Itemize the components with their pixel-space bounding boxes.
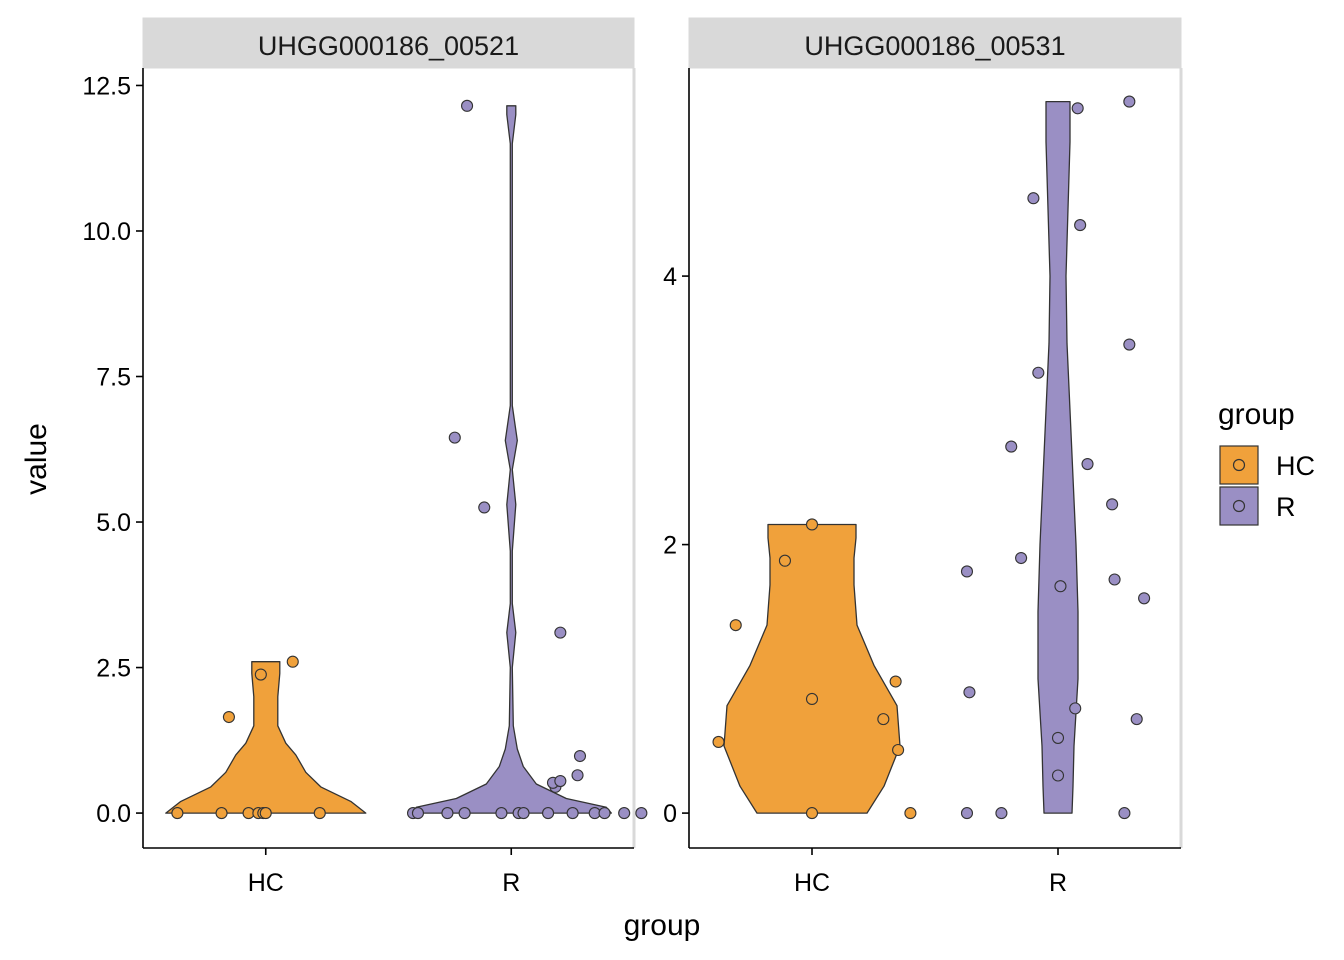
y-tick-label: 5.0: [96, 509, 131, 537]
data-point-hc: [215, 807, 228, 820]
data-point-r: [458, 807, 471, 820]
data-point-r: [618, 807, 631, 820]
legend-item-hc: HC: [1219, 445, 1315, 485]
violin-hc: [165, 661, 367, 814]
data-point-r: [1051, 731, 1065, 744]
x-axis-title: group: [624, 909, 701, 942]
data-point-r: [1027, 192, 1040, 205]
data-point-r: [1015, 551, 1028, 565]
data-point-r: [960, 565, 974, 578]
panel-strip-label: UHGG000186_00521: [258, 31, 519, 61]
data-point-r: [573, 749, 587, 763]
data-point-r: [963, 686, 976, 699]
data-point-r: [554, 775, 567, 788]
data-point-r: [960, 807, 974, 820]
data-point-r: [478, 501, 491, 514]
data-point-r: [1123, 95, 1136, 108]
legend-title: group: [1218, 398, 1295, 431]
data-point-hc: [254, 668, 267, 681]
data-point-r: [571, 769, 584, 782]
x-tick-label: R: [1049, 869, 1067, 897]
legend-label-r: R: [1276, 492, 1296, 522]
legend-point-hc: [1232, 458, 1246, 472]
data-point-r: [1074, 219, 1087, 232]
legend-item-r: R: [1219, 486, 1296, 526]
data-point-r: [1130, 713, 1143, 726]
y-tick-label: 2.5: [96, 655, 131, 683]
data-point-r: [566, 807, 579, 820]
data-point-r: [1108, 573, 1121, 586]
data-point-r: [1123, 338, 1136, 351]
data-point-hc: [778, 554, 791, 567]
data-point-hc: [877, 713, 890, 726]
data-point-r: [1032, 366, 1045, 379]
data-point-r: [1069, 702, 1082, 715]
data-point-r: [1118, 807, 1131, 820]
data-point-r: [598, 807, 611, 820]
panel-1: UHGG000186_00521 0.0 2.5 5.0 7.5 10.0 12.5 HC R: [82, 17, 648, 897]
y-tick-label: 12.5: [82, 72, 131, 100]
legend-point-r: [1232, 499, 1246, 513]
data-point-r: [1138, 592, 1151, 605]
data-point-r: [554, 626, 567, 639]
y-tick-label: 10.0: [82, 218, 131, 246]
y-tick-label: 0.0: [96, 800, 131, 828]
data-point-hc: [892, 743, 905, 757]
data-point-hc: [222, 710, 235, 724]
data-point-hc: [313, 807, 326, 820]
data-point-r: [1005, 440, 1018, 453]
data-point-hc: [286, 655, 299, 668]
violin-r: [1037, 100, 1079, 814]
data-point-hc: [729, 619, 742, 632]
panel-2: UHGG000186_00531 0 2 4 HC R: [663, 17, 1183, 897]
data-point-hc: [805, 807, 819, 820]
data-point-r: [495, 807, 508, 820]
data-point-r: [461, 99, 474, 112]
y-tick-label: 7.5: [96, 364, 131, 392]
panel-strip-label: UHGG000186_00531: [804, 31, 1065, 61]
data-point-r: [1054, 580, 1067, 593]
y-tick-label: 4: [663, 263, 677, 291]
violin-hc: [723, 523, 901, 814]
data-point-r: [517, 807, 530, 820]
data-point-hc: [712, 735, 725, 748]
data-point-r: [1071, 102, 1084, 115]
y-tick-label: 2: [663, 532, 677, 560]
data-point-hc: [904, 807, 917, 820]
data-point-r: [995, 807, 1008, 820]
x-tick-label: HC: [248, 869, 284, 897]
data-point-r: [411, 807, 425, 820]
legend: group HC R: [1218, 398, 1315, 526]
panel-strip: [142, 17, 635, 69]
data-point-r: [1051, 769, 1065, 782]
data-point-r: [448, 431, 461, 444]
data-point-hc: [889, 675, 902, 688]
legend-key-hc: [1219, 445, 1259, 485]
data-point-r: [441, 807, 454, 820]
x-tick-label: HC: [794, 869, 830, 897]
data-point-r: [635, 807, 648, 820]
panel-strip: [688, 17, 1182, 69]
data-point-r: [1081, 457, 1094, 471]
legend-label-hc: HC: [1276, 451, 1315, 481]
data-point-r: [542, 807, 555, 820]
data-point-hc: [805, 518, 819, 531]
y-tick-label: 0: [663, 800, 677, 828]
data-point-hc: [805, 692, 819, 706]
data-point-hc: [259, 807, 272, 820]
data-point-hc: [171, 807, 184, 820]
violin-r: [410, 105, 612, 814]
data-point-r: [1106, 498, 1119, 511]
y-axis-title: value: [20, 423, 53, 495]
x-tick-label: R: [502, 869, 520, 897]
